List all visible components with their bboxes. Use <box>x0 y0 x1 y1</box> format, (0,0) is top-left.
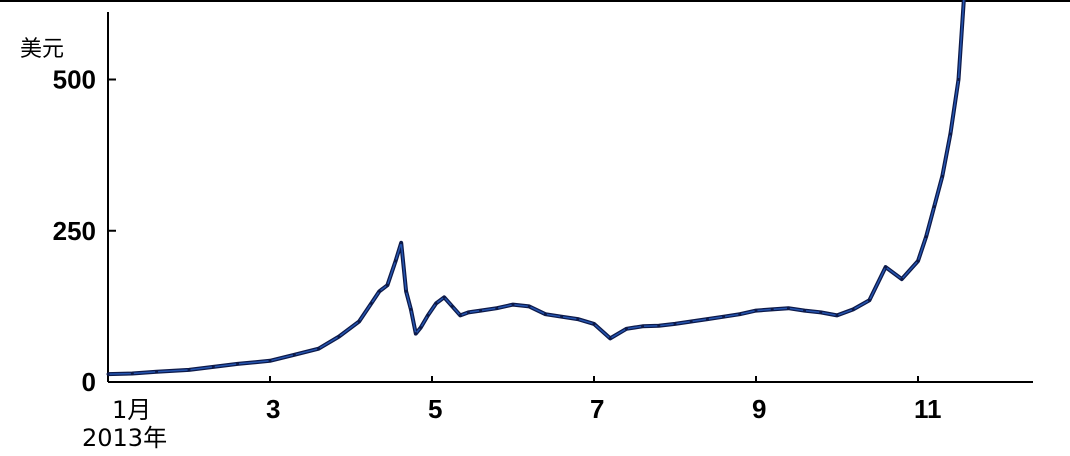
data-point <box>495 306 499 310</box>
data-point <box>940 174 944 178</box>
data-point <box>770 307 774 311</box>
data-point <box>900 277 904 281</box>
data-point <box>479 309 483 313</box>
data-point <box>426 313 430 317</box>
data-point <box>442 295 446 299</box>
y-tick-group: 02505007501000 <box>53 65 116 397</box>
data-point <box>187 368 191 372</box>
data-point <box>957 78 960 81</box>
data-point <box>106 372 110 376</box>
data-point <box>130 372 134 375</box>
data-point <box>236 362 240 366</box>
x-tick-label: 5 <box>428 394 442 424</box>
data-point <box>419 326 423 330</box>
y-tick-label: 250 <box>53 216 96 246</box>
data-point <box>948 132 952 136</box>
data-point <box>657 324 661 328</box>
data-point <box>851 307 855 311</box>
series-group <box>106 0 966 377</box>
data-point <box>673 322 677 326</box>
data-point <box>819 310 823 314</box>
y-tick-label: 500 <box>53 65 96 95</box>
data-point <box>268 359 272 363</box>
data-point <box>754 309 758 313</box>
data-point <box>560 315 564 319</box>
data-point <box>450 304 454 308</box>
data-point <box>399 241 403 245</box>
data-point <box>624 327 628 331</box>
y-tick-label: 0 <box>82 367 96 397</box>
x-tick-label: 11 <box>914 394 942 424</box>
data-point <box>414 332 418 336</box>
data-point <box>292 353 296 357</box>
data-point <box>835 313 839 317</box>
data-point <box>689 320 693 323</box>
data-point <box>211 365 215 369</box>
data-point <box>932 205 936 209</box>
data-point <box>924 235 928 239</box>
data-point <box>385 283 389 287</box>
x-tick-group: 1月 3 5 7 9 11 <box>107 376 942 424</box>
x-tick-label: 7 <box>590 394 604 424</box>
data-point <box>527 304 531 308</box>
data-point <box>434 301 438 305</box>
data-point <box>641 324 645 328</box>
data-point <box>722 315 726 319</box>
x-axis-year-label: 2013年 <box>82 424 167 452</box>
data-point <box>738 312 742 316</box>
data-point <box>786 306 790 310</box>
data-point <box>394 259 398 263</box>
y-axis-unit-label: 美元 <box>20 37 64 62</box>
data-point <box>357 320 361 323</box>
x-tick-label: 1月 <box>112 396 151 424</box>
data-point <box>576 317 580 321</box>
data-point <box>705 317 709 321</box>
data-point <box>592 322 596 326</box>
data-point <box>317 347 321 351</box>
data-point <box>369 301 373 305</box>
data-point <box>803 309 807 313</box>
data-point <box>155 370 159 374</box>
data-point <box>458 313 462 317</box>
data-point <box>511 303 515 307</box>
x-tick-label: 3 <box>266 394 280 424</box>
data-point <box>543 312 547 316</box>
data-point <box>608 336 612 340</box>
data-point <box>867 298 871 302</box>
x-tick-label: 9 <box>752 394 766 424</box>
price-series-highlight <box>107 0 965 375</box>
data-point <box>466 310 470 314</box>
data-point <box>337 335 341 339</box>
data-point <box>404 289 408 293</box>
data-point <box>884 265 888 269</box>
data-point <box>916 259 920 263</box>
data-point <box>409 307 413 311</box>
data-point <box>377 289 381 293</box>
